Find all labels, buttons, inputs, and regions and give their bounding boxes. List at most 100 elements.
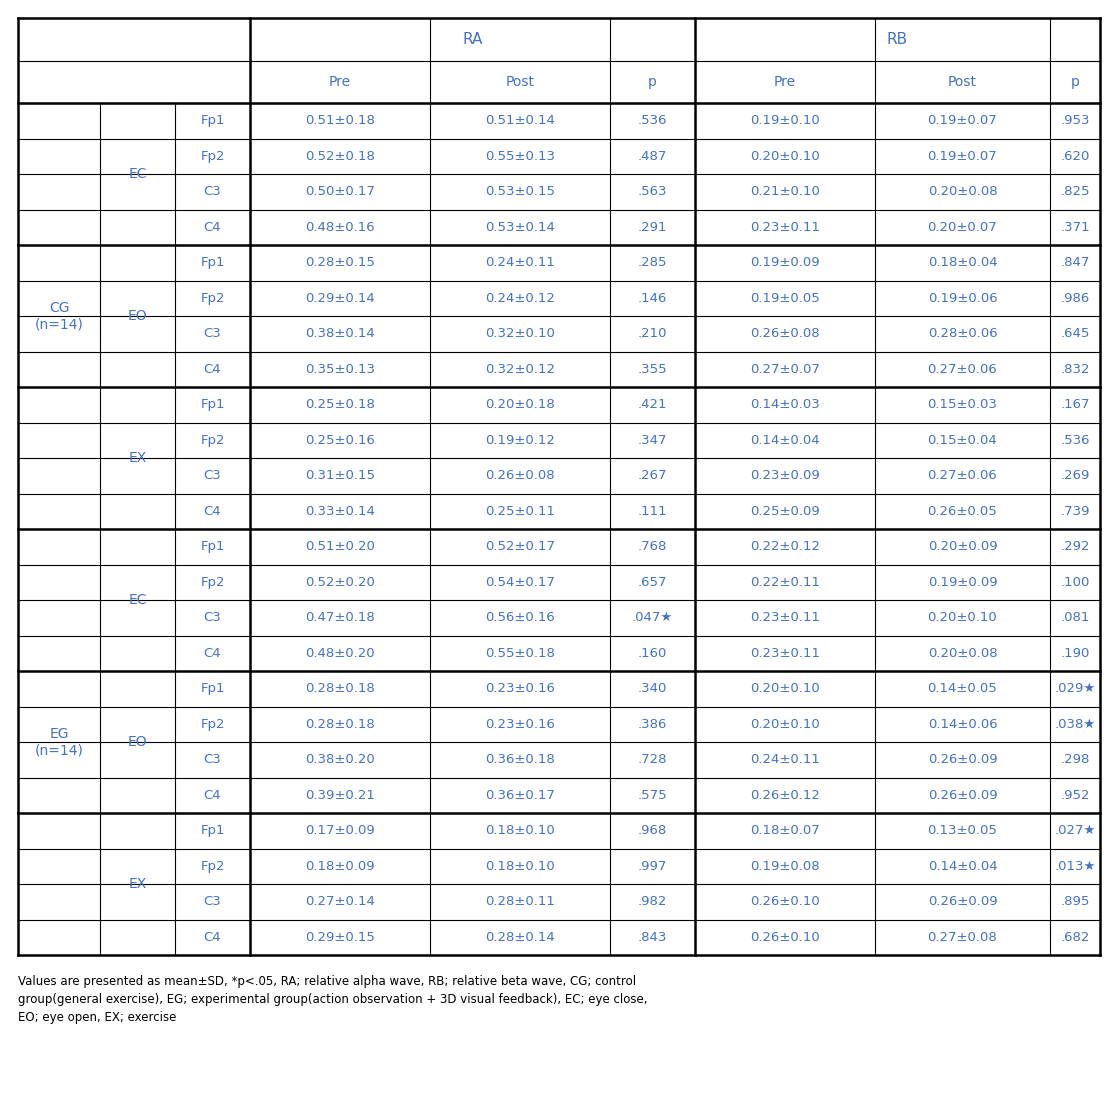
Text: 0.22±0.12: 0.22±0.12 (750, 541, 819, 553)
Text: EX: EX (129, 451, 146, 465)
Text: 0.52±0.18: 0.52±0.18 (305, 150, 375, 163)
Text: 0.13±0.05: 0.13±0.05 (928, 824, 997, 838)
Text: 0.20±0.18: 0.20±0.18 (485, 399, 555, 411)
Text: 0.29±0.15: 0.29±0.15 (305, 930, 375, 944)
Text: C3: C3 (203, 185, 221, 198)
Text: 0.51±0.14: 0.51±0.14 (485, 114, 555, 127)
Text: Fp2: Fp2 (200, 860, 225, 872)
Text: 0.19±0.12: 0.19±0.12 (485, 433, 555, 447)
Text: 0.20±0.07: 0.20±0.07 (928, 221, 997, 233)
Text: .952: .952 (1060, 789, 1090, 802)
Text: 0.24±0.11: 0.24±0.11 (485, 256, 555, 269)
Text: .029★: .029★ (1054, 682, 1096, 695)
Text: 0.29±0.14: 0.29±0.14 (305, 292, 375, 305)
Text: 0.38±0.14: 0.38±0.14 (305, 327, 375, 341)
Text: 0.23±0.11: 0.23±0.11 (750, 611, 819, 624)
Text: 0.18±0.10: 0.18±0.10 (485, 860, 555, 872)
Text: 0.14±0.05: 0.14±0.05 (928, 682, 997, 695)
Text: 0.23±0.16: 0.23±0.16 (485, 718, 555, 731)
Text: Fp2: Fp2 (200, 575, 225, 589)
Text: .347: .347 (637, 433, 667, 447)
Text: 0.26±0.05: 0.26±0.05 (928, 505, 997, 518)
Text: 0.26±0.09: 0.26±0.09 (928, 753, 997, 766)
Text: Fp2: Fp2 (200, 292, 225, 305)
Text: .657: .657 (637, 575, 667, 589)
Text: .291: .291 (637, 221, 667, 233)
Text: Fp2: Fp2 (200, 718, 225, 731)
Text: .013★: .013★ (1054, 860, 1096, 872)
Text: 0.20±0.10: 0.20±0.10 (750, 718, 819, 731)
Text: 0.23±0.11: 0.23±0.11 (750, 647, 819, 660)
Text: .895: .895 (1060, 895, 1090, 908)
Text: 0.20±0.08: 0.20±0.08 (928, 647, 997, 660)
Text: .487: .487 (637, 150, 667, 163)
Text: 0.32±0.10: 0.32±0.10 (485, 327, 555, 341)
Text: .340: .340 (637, 682, 667, 695)
Text: .100: .100 (1060, 575, 1090, 589)
Text: .111: .111 (637, 505, 667, 518)
Text: 0.19±0.07: 0.19±0.07 (928, 150, 997, 163)
Text: .563: .563 (637, 185, 667, 198)
Text: 0.32±0.12: 0.32±0.12 (485, 363, 555, 375)
Text: .292: .292 (1060, 541, 1090, 553)
Text: 0.51±0.18: 0.51±0.18 (305, 114, 375, 127)
Text: 0.36±0.17: 0.36±0.17 (485, 789, 555, 802)
Text: 0.23±0.16: 0.23±0.16 (485, 682, 555, 695)
Text: .982: .982 (637, 895, 667, 908)
Text: .160: .160 (637, 647, 667, 660)
Text: .269: .269 (1060, 469, 1090, 483)
Text: 0.27±0.07: 0.27±0.07 (750, 363, 819, 375)
Text: Fp2: Fp2 (200, 433, 225, 447)
Text: .047★: .047★ (632, 611, 673, 624)
Text: 0.20±0.10: 0.20±0.10 (928, 611, 997, 624)
Text: 0.15±0.03: 0.15±0.03 (928, 399, 997, 411)
Text: .371: .371 (1060, 221, 1090, 233)
Text: 0.19±0.09: 0.19±0.09 (750, 256, 819, 269)
Text: 0.25±0.09: 0.25±0.09 (750, 505, 819, 518)
Text: 0.14±0.06: 0.14±0.06 (928, 718, 997, 731)
Text: 0.52±0.20: 0.52±0.20 (305, 575, 375, 589)
Text: .027★: .027★ (1054, 824, 1096, 838)
Text: 0.27±0.14: 0.27±0.14 (305, 895, 375, 908)
Text: .146: .146 (637, 292, 667, 305)
Text: .997: .997 (637, 860, 667, 872)
Text: 0.17±0.09: 0.17±0.09 (305, 824, 375, 838)
Text: .986: .986 (1060, 292, 1090, 305)
Text: Fp1: Fp1 (200, 256, 225, 269)
Text: .825: .825 (1060, 185, 1090, 198)
Text: .267: .267 (637, 469, 667, 483)
Text: .739: .739 (1060, 505, 1090, 518)
Text: 0.26±0.10: 0.26±0.10 (750, 895, 819, 908)
Text: RB: RB (887, 31, 908, 47)
Text: 0.19±0.06: 0.19±0.06 (928, 292, 997, 305)
Text: Values are presented as mean±SD, *p<.05, RA; relative alpha wave, RB; relative b: Values are presented as mean±SD, *p<.05,… (18, 975, 636, 989)
Text: .620: .620 (1060, 150, 1090, 163)
Text: C4: C4 (203, 647, 221, 660)
Text: 0.28±0.14: 0.28±0.14 (485, 930, 555, 944)
Text: 0.28±0.18: 0.28±0.18 (305, 718, 375, 731)
Text: 0.15±0.04: 0.15±0.04 (928, 433, 997, 447)
Text: Fp1: Fp1 (200, 541, 225, 553)
Text: Post: Post (505, 75, 534, 88)
Text: Pre: Pre (329, 75, 351, 88)
Text: 0.25±0.16: 0.25±0.16 (305, 433, 375, 447)
Text: EO: EO (127, 735, 148, 750)
Text: EO; eye open, EX; exercise: EO; eye open, EX; exercise (18, 1011, 177, 1024)
Text: .038★: .038★ (1054, 718, 1096, 731)
Text: RA: RA (463, 31, 483, 47)
Text: 0.23±0.11: 0.23±0.11 (750, 221, 819, 233)
Text: 0.19±0.09: 0.19±0.09 (928, 575, 997, 589)
Text: EX: EX (129, 877, 146, 891)
Text: C4: C4 (203, 363, 221, 375)
Text: Post: Post (948, 75, 977, 88)
Text: Fp1: Fp1 (200, 682, 225, 695)
Text: .645: .645 (1060, 327, 1090, 341)
Text: 0.19±0.08: 0.19±0.08 (750, 860, 819, 872)
Text: p: p (648, 75, 657, 88)
Text: .081: .081 (1060, 611, 1090, 624)
Text: 0.19±0.07: 0.19±0.07 (928, 114, 997, 127)
Text: .768: .768 (637, 541, 667, 553)
Text: .386: .386 (637, 718, 667, 731)
Text: C4: C4 (203, 221, 221, 233)
Text: 0.20±0.10: 0.20±0.10 (750, 150, 819, 163)
